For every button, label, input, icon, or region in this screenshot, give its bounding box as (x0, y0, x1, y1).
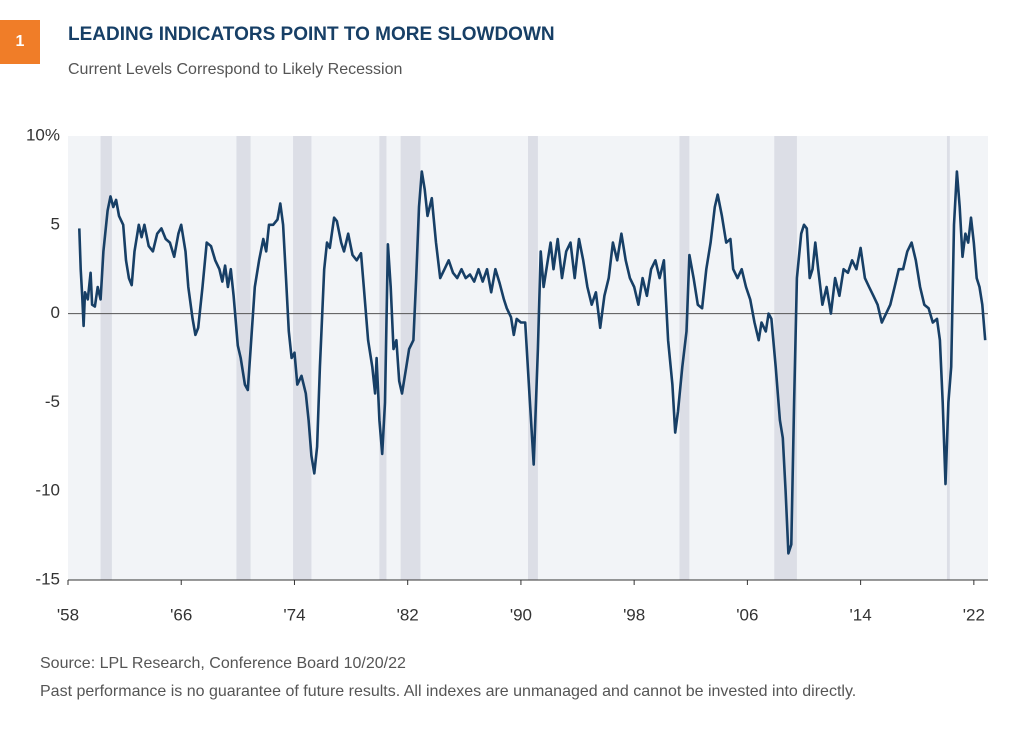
x-tick-label: '66 (170, 605, 192, 624)
y-tick-label: 5 (51, 214, 60, 233)
chart-subtitle: Current Levels Correspond to Likely Rece… (68, 61, 402, 78)
recession-band (774, 136, 797, 580)
recession-band (528, 136, 538, 580)
recession-band (100, 136, 112, 580)
recession-band (400, 136, 421, 580)
source: Source: LPL Research, Conference Board 1… (40, 655, 406, 672)
x-tick-label: '82 (397, 605, 419, 624)
disclaimer: Past performance is no guarantee of futu… (40, 683, 856, 700)
y-tick-label: -10 (35, 481, 60, 500)
x-tick-label: '74 (283, 605, 305, 624)
series-line (78, 170, 987, 555)
badge: 1 (16, 33, 25, 50)
recession-band (236, 136, 251, 580)
x-tick-label: '98 (623, 605, 645, 624)
y-tick-label: -5 (45, 392, 60, 411)
y-tick-label: 0 (51, 303, 60, 322)
x-tick-label: '06 (736, 605, 758, 624)
x-tick-label: '14 (850, 605, 872, 624)
recession-band (293, 136, 312, 580)
badge-box (0, 20, 40, 64)
recession-band (379, 136, 387, 580)
x-tick-label: '58 (57, 605, 79, 624)
chart-title: LEADING INDICATORS POINT TO MORE SLOWDOW… (68, 24, 555, 45)
recession-band (946, 136, 950, 580)
x-tick-label: '90 (510, 605, 532, 624)
x-tick-label: '22 (963, 605, 985, 624)
y-tick-label: -15 (35, 569, 60, 588)
y-tick-label: 10% (26, 125, 60, 144)
